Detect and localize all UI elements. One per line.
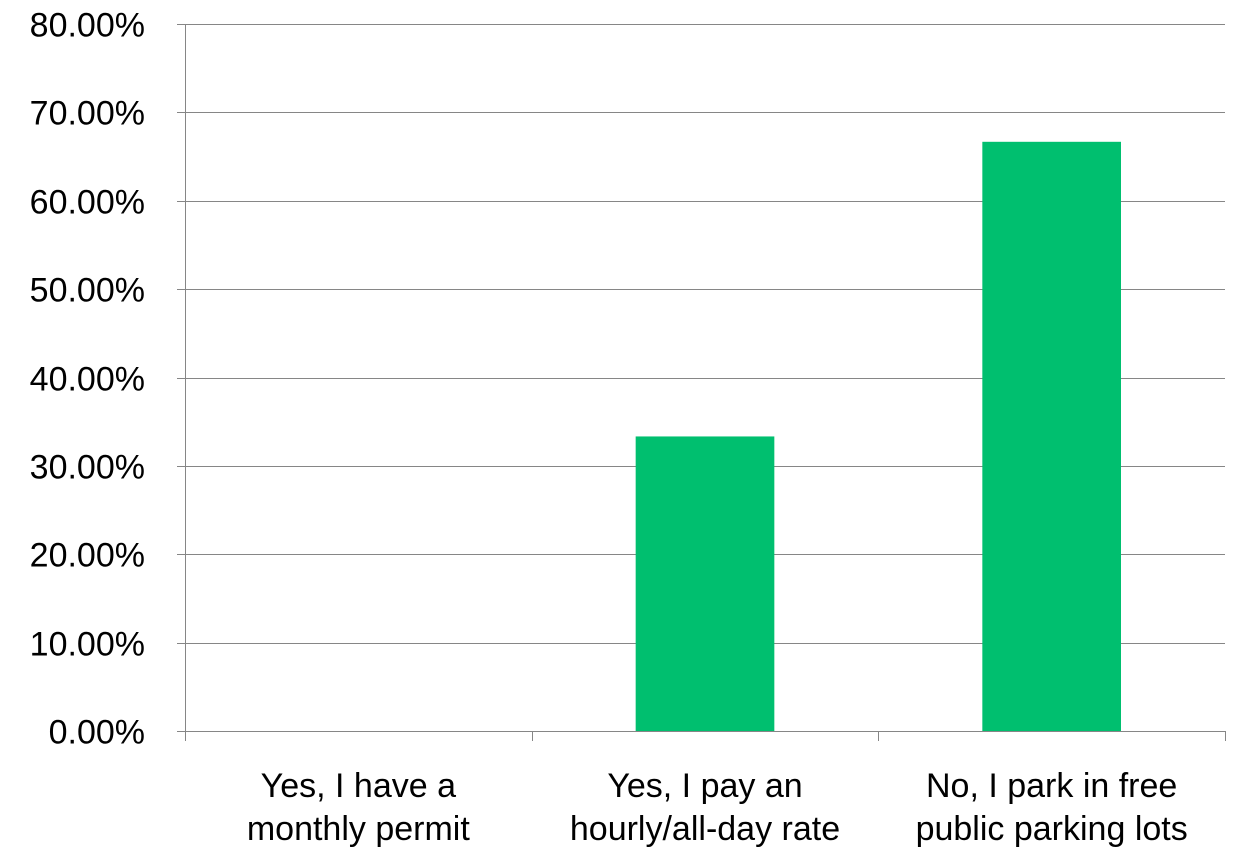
bar	[982, 141, 1121, 731]
y-tick-label: 10.00%	[30, 626, 145, 664]
y-tick-label: 20.00%	[30, 537, 145, 575]
x-tick-labels: Yes, I have a monthly permit Yes, I pay an…	[247, 767, 1188, 848]
y-tick-label: 50.00%	[30, 272, 145, 310]
y-tick-labels: 0.00% 10.00% 20.00% 30.00% 40.00% 50.00% 60.00…	[30, 7, 145, 752]
y-tick-label: 30.00%	[30, 449, 145, 487]
bar	[635, 436, 775, 731]
x-tick-label: No, I park in free	[926, 767, 1177, 805]
y-tick-label: 80.00%	[30, 7, 145, 45]
x-tick-label: monthly permit	[247, 810, 471, 848]
axes	[177, 24, 1226, 741]
x-tick-label: hourly/all-day rate	[570, 810, 840, 848]
y-tick-label: 40.00%	[30, 361, 145, 399]
y-tick-label: 0.00%	[49, 714, 145, 752]
bars	[635, 141, 1121, 731]
x-tick-label: public parking lots	[916, 810, 1188, 848]
x-tick-label: Yes, I pay an	[607, 767, 802, 805]
y-tick-label: 70.00%	[30, 95, 145, 133]
y-tick-label: 60.00%	[30, 184, 145, 222]
x-tick-label: Yes, I have a	[261, 767, 456, 805]
